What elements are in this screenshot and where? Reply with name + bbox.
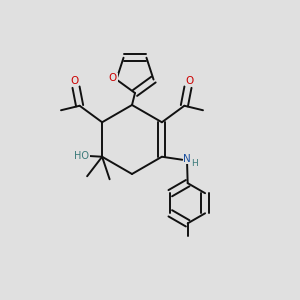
- Text: H: H: [191, 159, 198, 168]
- Text: O: O: [70, 76, 79, 85]
- Text: O: O: [109, 73, 117, 83]
- Text: N: N: [183, 154, 191, 164]
- Text: O: O: [185, 76, 194, 85]
- Text: HO: HO: [74, 151, 89, 161]
